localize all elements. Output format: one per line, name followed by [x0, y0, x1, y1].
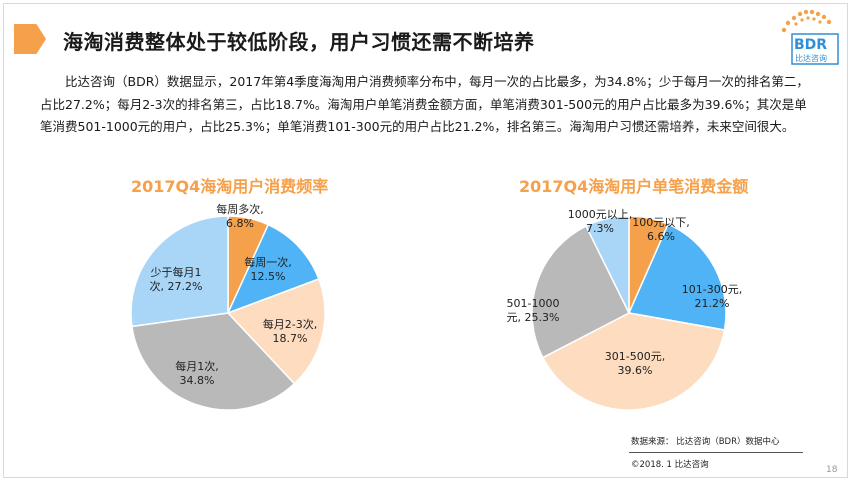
- pie-slice-label-2-5: 1000元以上, 7.3%: [568, 208, 633, 235]
- footer-divider: [629, 452, 803, 453]
- pie-slice-1-5: [130, 215, 229, 328]
- pie-slice-label-2-2: 101-300元, 21.2%: [682, 283, 742, 310]
- pie-slice-label-2-1: 100元以下, 6.6%: [632, 216, 690, 243]
- pie-slice-label-1-3: 每月2-3次, 18.7%: [263, 317, 317, 345]
- page-number: 18: [826, 465, 838, 475]
- chart-title-frequency: 2017Q4海淘用户消费频率: [131, 177, 329, 196]
- copyright-note: ©2018. 1 比达咨询: [631, 460, 709, 470]
- pie-slice-label-1-4: 每月1次, 34.8%: [175, 359, 219, 387]
- pie-slice-1-3: [226, 278, 326, 385]
- pie-slice-1-4: [131, 312, 296, 411]
- pie-slice-label-2-3: 301-500元, 39.6%: [605, 350, 665, 377]
- pie-slice-2-4: [531, 225, 630, 359]
- pie-slice-label-1-5: 少于每月1 次, 27.2%: [150, 265, 203, 293]
- chart-title-amount: 2017Q4海淘用户单笔消费金额: [519, 177, 749, 196]
- logo-subtext: 比达咨询: [795, 54, 827, 63]
- page-title: 海淘消费整体处于较低阶段，用户习惯还需不断培养: [63, 30, 535, 54]
- pie-slice-1-2: [226, 223, 320, 315]
- pie-slice-label-1-1: 每周多次, 6.8%: [216, 202, 264, 230]
- bdr-logo-icon: [781, 9, 839, 65]
- pie-slice-label-1-2: 每周一次, 12.5%: [244, 255, 292, 283]
- slide-frame: [3, 3, 848, 478]
- data-source-note: 数据来源： 比达咨询（BDR）数据中心: [631, 437, 780, 447]
- pie-slice-2-2: [627, 223, 727, 331]
- pie-slice-2-3: [541, 312, 726, 411]
- summary-paragraph: 比达咨询（BDR）数据显示，2017年第4季度海淘用户消费频率分布中，每月一次的…: [40, 74, 809, 134]
- pie-slice-2-5: [585, 215, 630, 314]
- logo-text: BDR: [794, 37, 828, 53]
- pie-slice-label-2-4: 501-1000 元, 25.3%: [507, 297, 560, 324]
